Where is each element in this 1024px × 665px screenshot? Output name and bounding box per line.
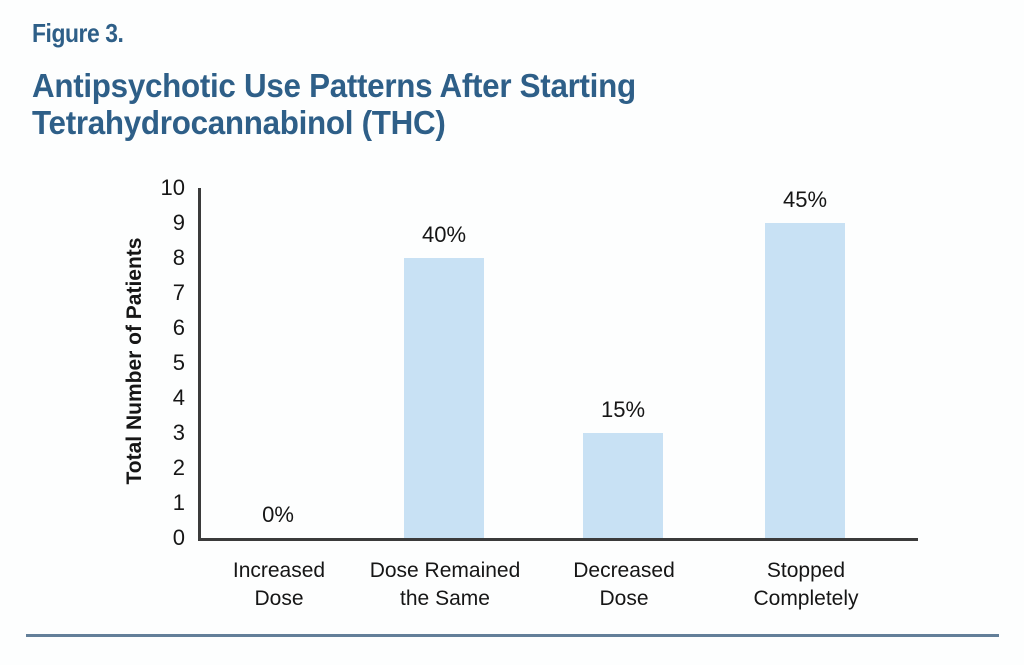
x-axis-labels: Increased Dose Dose Remained the Same De… [201,557,918,617]
x-axis-label-dose-remained-same: Dose Remained the Same [369,559,521,610]
chart-title: Antipsychotic Use Patterns After Startin… [32,67,636,141]
x-axis-label-decreased-dose: Decreased Dose [573,559,675,610]
bar-group-stopped-completely: 45% [765,187,845,538]
y-axis-tick-2: 2 [172,455,185,480]
bar-value-label-stopped-completely: 45% [782,187,828,212]
bar-group-dose-remained-same: 40% [404,188,484,538]
bar-value-label-dose-remained-same: 40% [421,222,467,247]
bar-group-decreased-dose: 15% [583,188,663,538]
chart-title-line-2: Tetrahydrocannabinol (THC) [32,104,446,141]
y-axis-tick-6: 6 [172,315,185,340]
figure-label: Figure 3. [32,18,124,48]
x-axis-label-increased-dose: Increased Dose [232,559,326,610]
x-axis-label-stopped-completely: Stopped Completely [753,559,859,610]
bar-dose-remained-same [404,258,484,538]
y-axis-tick-0: 0 [172,525,185,550]
y-axis-tick-5: 5 [172,350,185,375]
y-axis-tick-7: 7 [172,280,185,305]
bar-decreased-dose [583,433,663,538]
bottom-divider [26,634,999,637]
y-axis-tick-9: 9 [172,210,185,235]
y-axis-tick-4: 4 [172,385,185,410]
bar-value-label-decreased-dose: 15% [600,397,646,422]
y-axis-tick-3: 3 [172,420,185,445]
chart-title-line-1: Antipsychotic Use Patterns After Startin… [32,67,636,104]
y-axis-tick-8: 8 [172,245,185,270]
bar-value-label-increased-dose: 0% [262,502,294,527]
bar-stopped-completely [765,223,845,538]
plot-area: 0 1 2 3 4 5 6 7 8 9 10 0% 40% 15% 45% [161,175,918,550]
bar-group-increased-dose: 0% [238,188,318,538]
y-axis-tick-10: 10 [160,175,185,200]
y-axis-tick-1: 1 [172,490,185,515]
